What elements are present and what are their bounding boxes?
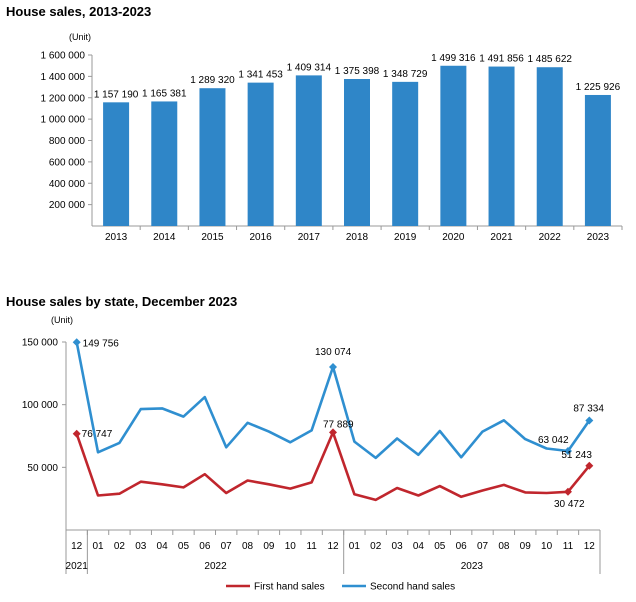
line-x-tick-label: 12: [71, 541, 83, 552]
series-line-first-hand: [75, 431, 591, 502]
line-data-label: 149 756: [83, 338, 120, 349]
bar-2017: [295, 75, 322, 226]
line-x-tick-label: 08: [498, 541, 510, 552]
line-data-label: 63 042: [538, 435, 569, 446]
line-y-tick-label: 50 000: [27, 463, 58, 474]
line-y-tick-label: 150 000: [22, 338, 59, 349]
year-label: 2022: [204, 561, 227, 572]
bar-y-tick-label: 400 000: [49, 179, 86, 190]
line-x-tick-label: 08: [242, 541, 254, 552]
data-point-marker: [563, 487, 572, 496]
bar-value-label: 1 491 856: [479, 54, 524, 65]
bar-y-tick-label: 1 200 000: [41, 93, 86, 104]
line-data-label: 30 472: [554, 499, 585, 510]
bar-value-label: 1 341 453: [238, 70, 283, 81]
line-data-label: 51 243: [561, 450, 592, 461]
line-x-tick-label: 10: [285, 541, 297, 552]
line-data-label: 130 074: [315, 347, 352, 358]
bar-2016: [247, 82, 274, 227]
line-x-tick-label: 09: [520, 541, 532, 552]
line-x-tick-label: 02: [114, 541, 126, 552]
bar-2020: [440, 65, 467, 226]
data-point-marker: [329, 428, 337, 437]
year-label: 2023: [461, 561, 484, 572]
line-x-tick-label: 03: [392, 541, 404, 552]
bar-value-label: 1 409 314: [287, 62, 332, 73]
bar-2021: [488, 66, 515, 226]
line-chart: (Unit) 50 000 100 000 150 000 12 01 02 03 04 05 06…: [22, 315, 605, 593]
data-point-marker: [585, 416, 594, 425]
bar-y-tick-label: 1 400 000: [41, 72, 86, 83]
bar-value-label: 1 485 622: [527, 54, 572, 65]
line-data-label: 87 334: [573, 404, 604, 415]
bar-unit-label: (Unit): [69, 32, 91, 42]
line-x-tick-label: 07: [221, 541, 233, 552]
bar-x-tick-label: 2016: [250, 232, 273, 243]
data-point-marker: [585, 461, 594, 470]
data-point-marker: [72, 338, 81, 347]
line-x-tick-label: 07: [477, 541, 489, 552]
bar-chart-title: House sales, 2013-2023: [6, 4, 152, 19]
line-x-tick-label: 02: [370, 541, 382, 552]
bar-x-tick-label: 2017: [298, 232, 321, 243]
bar-y-tick-label: 200 000: [49, 200, 86, 211]
line-chart-title: House sales by state, December 2023: [6, 294, 238, 309]
legend-label: Second hand sales: [370, 582, 455, 593]
bar-chart: (Unit) 200 000 400 000 600 000 800 000 1 000 …: [41, 32, 623, 243]
line-x-tick-label: 12: [584, 541, 596, 552]
bar-2013: [103, 102, 130, 226]
bar-x-tick-label: 2020: [442, 232, 465, 243]
bar-y-tick-label: 800 000: [49, 136, 86, 147]
line-x-tick-label: 04: [157, 541, 169, 552]
bar-2014: [151, 101, 178, 226]
line-x-tick-label: 03: [135, 541, 147, 552]
bar-x-tick-label: 2015: [201, 232, 224, 243]
bar-value-label: 1 165 381: [142, 88, 187, 99]
bar-value-label: 1 375 398: [335, 66, 380, 77]
line-x-tick-label: 11: [306, 541, 317, 552]
data-point-marker: [329, 362, 337, 371]
bar-y-tick-label: 600 000: [49, 157, 86, 168]
bar-x-tick-label: 2021: [490, 232, 513, 243]
bar-x-tick-label: 2019: [394, 232, 417, 243]
data-point-marker: [72, 429, 81, 438]
bar-value-label: 1 157 190: [94, 89, 139, 100]
bar-value-label: 1 225 926: [576, 82, 621, 93]
bar-2023: [584, 94, 611, 226]
bar-y-tick-label: 1 600 000: [41, 51, 86, 62]
line-data-label: 76 747: [82, 429, 113, 440]
bar-2015: [199, 88, 226, 227]
bar-2018: [344, 79, 370, 227]
line-x-tick-label: 05: [178, 541, 190, 552]
year-label: 2021: [66, 561, 89, 572]
line-data-label: 77 889: [323, 419, 354, 430]
line-x-tick-label: 01: [92, 541, 104, 552]
bar-x-tick-label: 2023: [587, 232, 610, 243]
bar-x-tick-label: 2014: [153, 232, 176, 243]
bar-x-tick-label: 2018: [346, 232, 369, 243]
bar-value-label: 1 348 729: [383, 69, 428, 80]
series-line-second-hand: [75, 342, 591, 460]
bar-value-label: 1 289 320: [190, 75, 235, 86]
data-point-marker: [563, 446, 572, 455]
bar-2022: [536, 67, 563, 226]
bar-value-label: 1 499 316: [431, 53, 476, 64]
bar-2019: [392, 81, 419, 227]
line-x-tick-label: 06: [199, 541, 211, 552]
line-x-tick-label: 05: [434, 541, 446, 552]
bar-x-tick-label: 2013: [105, 232, 128, 243]
bar-x-tick-label: 2022: [539, 232, 562, 243]
legend-label: First hand sales: [254, 582, 325, 593]
line-x-tick-label: 10: [541, 541, 553, 552]
line-x-tick-label: 01: [349, 541, 361, 552]
line-x-tick-label: 11: [563, 541, 574, 552]
line-x-tick-label: 04: [413, 541, 425, 552]
line-x-tick-label: 06: [456, 541, 468, 552]
line-unit-label: (Unit): [51, 315, 73, 325]
line-y-tick-label: 100 000: [22, 400, 59, 411]
line-x-tick-label: 12: [327, 541, 339, 552]
bar-y-tick-label: 1 000 000: [41, 115, 86, 126]
line-x-tick-label: 09: [263, 541, 275, 552]
